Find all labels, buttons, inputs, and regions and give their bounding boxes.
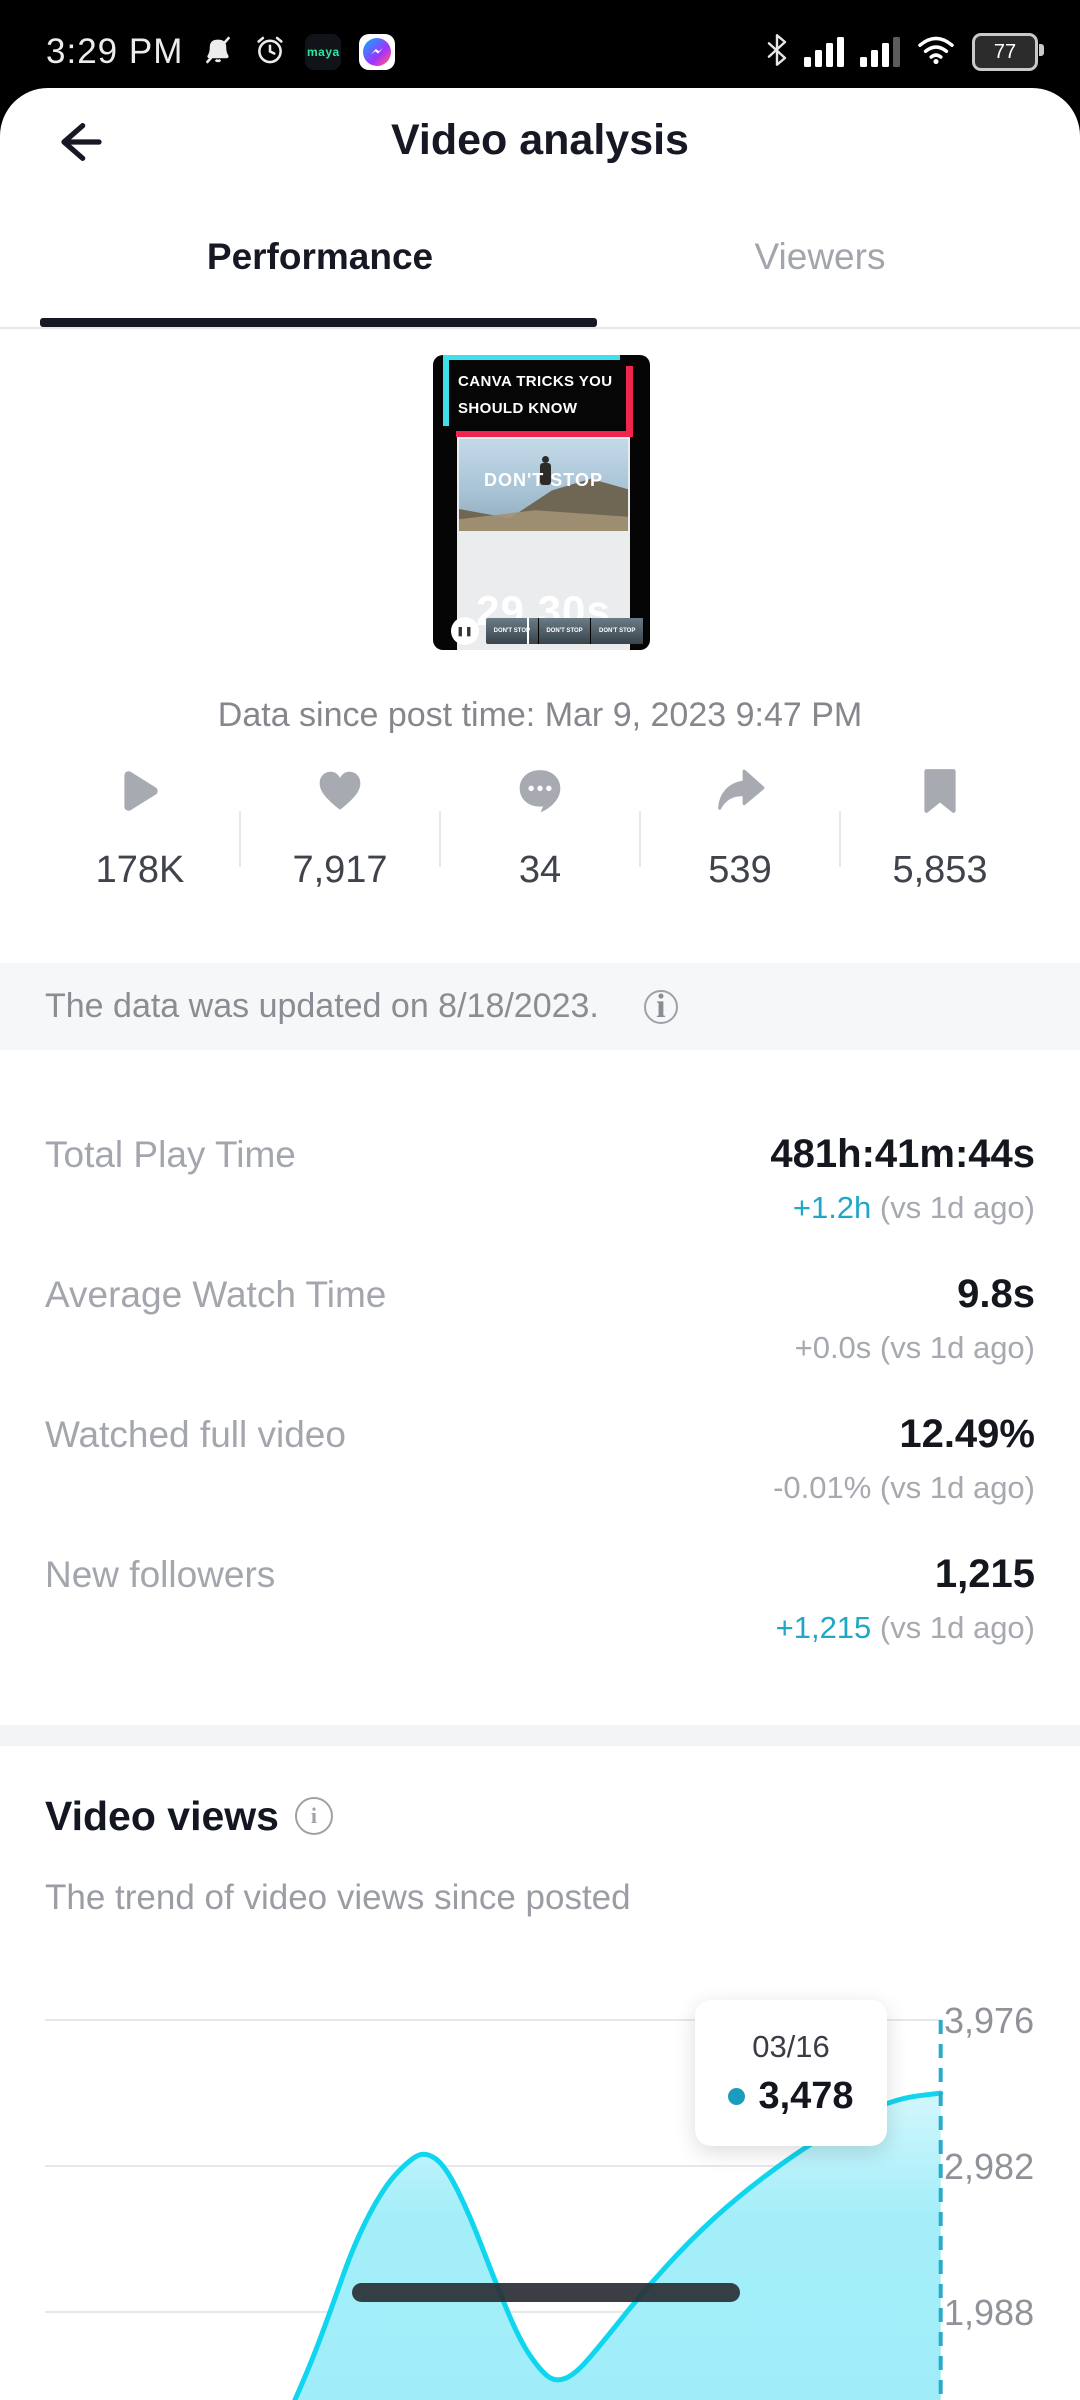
back-button[interactable] [50, 114, 106, 170]
chart-tooltip: 03/16 3,478 [695, 2000, 887, 2146]
metric-vs-label: (vs 1d ago) [879, 1470, 1035, 1505]
cellular-signal-icon-1 [804, 37, 844, 67]
page-title: Video analysis [391, 116, 689, 164]
stat-shares: 539 [640, 765, 841, 892]
video-thumbnail[interactable]: CANVA TRICKS YOU SHOULD KNOW DON'T STOP … [433, 355, 650, 650]
metric-change: -0.01% [773, 1470, 872, 1505]
stat-likes: 7,917 [240, 765, 441, 892]
stat-value: 178K [95, 849, 185, 891]
alarm-clock-icon [253, 33, 287, 72]
video-views-subtitle: The trend of video views since posted [45, 1878, 631, 1917]
info-icon[interactable]: i [294, 1797, 333, 1835]
video-overlay-title: DON'T STOP [484, 470, 603, 491]
maya-app-icon: maya [305, 34, 342, 70]
svg-text:1,988: 1,988 [944, 2292, 1034, 2333]
metric-label: Average Watch Time [45, 1274, 387, 1315]
metric-change: +0.0s [794, 1330, 872, 1365]
metric-row-total-play-time: Total Play Time 481h:41m:44s +1.2h (vs 1… [45, 1118, 1035, 1258]
metric-value: 1,215 [934, 1552, 1035, 1596]
share-icon [715, 765, 765, 817]
stat-value: 539 [708, 849, 772, 891]
data-updated-text: The data was updated on 8/18/2023. [45, 987, 599, 1025]
filmstrip-frame: DON'T STOP [591, 618, 644, 644]
battery-percent: 77 [993, 40, 1017, 63]
filmstrip-frame: DON'T STOP [486, 618, 539, 644]
cellular-signal-icon-2 [860, 37, 900, 67]
stat-bookmarks: 5,853 [840, 765, 1040, 892]
clock-time: 3:29 PM [46, 32, 184, 71]
video-caption-overlay: CANVA TRICKS YOU SHOULD KNOW [449, 360, 626, 431]
tab-performance[interactable]: Performance [206, 236, 434, 277]
metric-value: 12.49% [899, 1412, 1035, 1456]
status-bar-right: 77 [766, 28, 1044, 76]
runner-figure [540, 455, 552, 485]
messenger-app-icon [359, 34, 396, 70]
bookmark-icon [915, 765, 965, 817]
tab-viewers[interactable]: Viewers [754, 236, 886, 277]
stat-value: 5,853 [892, 849, 988, 891]
video-scrubber-row: ❚❚ DON'T STOP DON'T STOP DON'T STOP [451, 616, 644, 646]
bell-muted-icon [201, 33, 235, 72]
video-views-title: Video views [45, 1792, 279, 1839]
play-icon [115, 765, 165, 817]
stat-plays: 178K [40, 765, 241, 892]
metric-value: 481h:41m:44s [770, 1132, 1035, 1176]
active-tab-underline [40, 318, 597, 327]
battery-indicator: 77 [972, 33, 1044, 71]
heart-icon [315, 765, 365, 817]
filmstrip-playhead[interactable] [527, 618, 530, 644]
metric-change: +1.2h [792, 1190, 872, 1225]
messenger-bolt-icon [363, 38, 392, 66]
status-bar-left: 3:29 PM maya [46, 28, 396, 76]
metric-value: 9.8s [957, 1272, 1035, 1316]
svg-text:3,976: 3,976 [944, 2000, 1034, 2041]
tab-separator-line [0, 327, 1080, 329]
metric-change: +1,215 [775, 1610, 872, 1645]
video-preview-panel: DON'T STOP 29.30s [457, 437, 630, 650]
stat-value: 34 [518, 849, 562, 891]
metric-label: New followers [45, 1554, 276, 1595]
section-divider [0, 1725, 1080, 1746]
metric-label: Watched full video [45, 1414, 346, 1455]
filmstrip-frame: DON'T STOP [538, 618, 592, 644]
comment-icon [515, 765, 565, 817]
metric-row-watched-full-video: Watched full video 12.49% -0.01% (vs 1d … [45, 1398, 1035, 1538]
metric-label: Total Play Time [45, 1134, 296, 1175]
stat-value: 7,917 [292, 849, 388, 891]
metrics-list: Total Play Time 481h:41m:44s +1.2h (vs 1… [45, 1118, 1035, 1678]
metric-row-new-followers: New followers 1,215 +1,215 (vs 1d ago) [45, 1538, 1035, 1678]
video-analysis-sheet: Video analysis Performance Viewers CANVA… [0, 88, 1080, 2400]
video-frame: DON'T STOP [459, 439, 628, 531]
series-dot-icon [728, 2087, 746, 2105]
data-updated-banner: The data was updated on 8/18/2023. i [0, 963, 1080, 1050]
tooltip-date: 03/16 [752, 2028, 830, 2064]
metric-vs-label: (vs 1d ago) [879, 1610, 1035, 1645]
info-icon[interactable]: i [643, 988, 678, 1025]
tooltip-value: 3,478 [758, 2074, 854, 2117]
engagement-stats-row: 178K 7,917 34 [40, 765, 1040, 892]
metric-vs-label: (vs 1d ago) [879, 1330, 1035, 1365]
pause-button[interactable]: ❚❚ [451, 617, 479, 645]
metric-vs-label: (vs 1d ago) [879, 1190, 1035, 1225]
metric-row-average-watch-time: Average Watch Time 9.8s +0.0s (vs 1d ago… [45, 1258, 1035, 1398]
stat-comments: 34 [440, 765, 641, 892]
video-views-chart[interactable]: 1,988 2,982 3,976 [0, 1950, 1080, 2400]
svg-text:2,982: 2,982 [944, 2146, 1034, 2187]
filmstrip[interactable]: DON'T STOP DON'T STOP DON'T STOP [486, 618, 644, 644]
gesture-navigation-bar[interactable] [352, 2283, 740, 2302]
bluetooth-icon [766, 33, 788, 71]
post-time-note: Data since post time: Mar 9, 2023 9:47 P… [217, 696, 863, 734]
wifi-icon [916, 34, 956, 71]
